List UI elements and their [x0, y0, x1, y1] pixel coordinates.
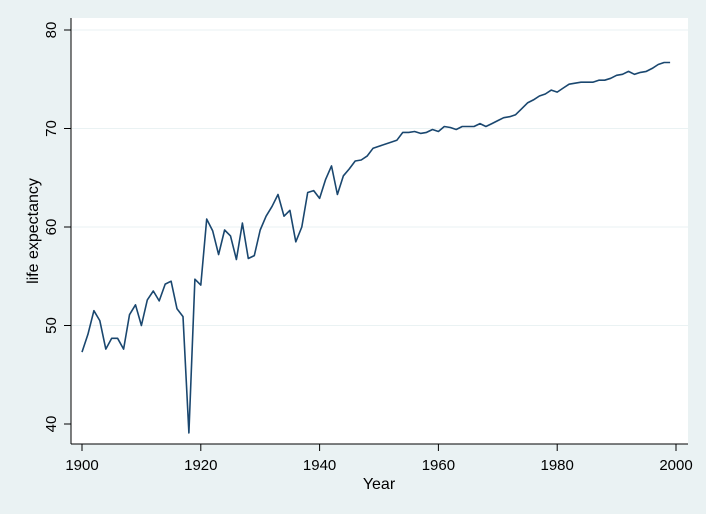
x-axis-title: Year	[363, 476, 396, 493]
x-tick-label-1900: 1900	[65, 457, 98, 474]
life-expectancy-line	[81, 61, 671, 434]
y-tick-label-80: 80	[43, 22, 60, 39]
x-axis-ticks: 1900 1920 1940 1960 1980 2000	[65, 444, 693, 474]
y-axis-title: life expectancy	[25, 178, 42, 284]
y-axis-ticks: 40 50 60 70 80	[43, 22, 71, 433]
y-tick-label-70: 70	[43, 120, 60, 137]
x-tick-label-1940: 1940	[303, 457, 336, 474]
plot-area	[71, 18, 688, 444]
y-tick-label-60: 60	[43, 219, 60, 236]
x-tick-label-1920: 1920	[184, 457, 217, 474]
x-tick-label-1980: 1980	[541, 457, 574, 474]
y-tick-label-50: 50	[43, 317, 60, 334]
gridlines	[72, 29, 688, 326]
x-tick-label-1960: 1960	[422, 457, 455, 474]
y-tick-label-40: 40	[43, 416, 60, 433]
x-tick-label-2000: 2000	[659, 457, 692, 474]
